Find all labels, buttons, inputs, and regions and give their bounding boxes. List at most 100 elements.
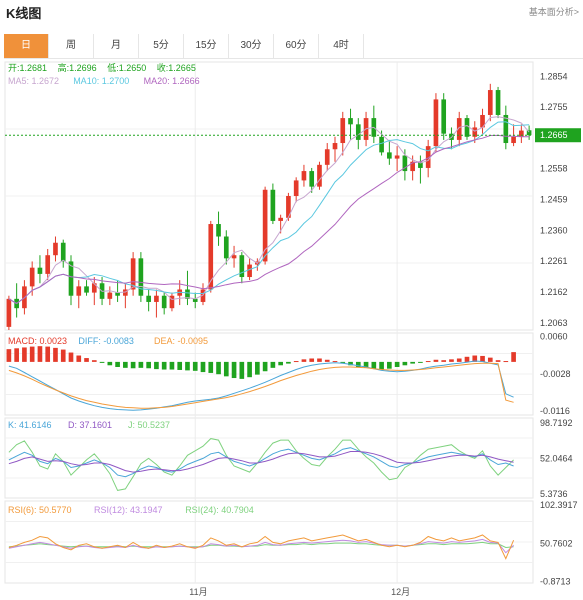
candle-body bbox=[340, 118, 346, 144]
current-price-tag bbox=[535, 128, 581, 143]
macd-legend-0: MACD: 0.0023 bbox=[8, 336, 67, 346]
macd-bar bbox=[138, 361, 144, 368]
candle-body bbox=[480, 114, 485, 128]
rsi-tick-label: 50.7602 bbox=[540, 538, 573, 548]
candle-body bbox=[286, 196, 291, 218]
rsi12-line bbox=[8, 538, 514, 554]
candle-body bbox=[247, 264, 252, 278]
candle-body bbox=[332, 143, 338, 150]
tab-day[interactable]: 日 bbox=[4, 34, 49, 58]
ma10-line bbox=[8, 121, 530, 305]
candle-body bbox=[37, 267, 43, 274]
macd-bar bbox=[123, 361, 128, 368]
macd-bar bbox=[309, 358, 315, 362]
page-title: K线图 bbox=[6, 6, 42, 21]
candle-body bbox=[76, 286, 82, 296]
candle-body bbox=[278, 217, 283, 221]
d-line bbox=[8, 451, 514, 473]
tab-60min[interactable]: 60分 bbox=[274, 34, 319, 58]
macd-bar bbox=[60, 349, 66, 362]
kdj-legend-1: D: 37.1601 bbox=[68, 420, 112, 430]
rsi-tick-label: 102.3917 bbox=[540, 500, 578, 510]
candle-body bbox=[115, 292, 120, 296]
candle-body bbox=[324, 149, 330, 165]
rsi-tick-label: -0.8713 bbox=[540, 576, 571, 586]
candle-body bbox=[91, 283, 97, 293]
candle-body bbox=[138, 258, 144, 296]
macd-bar bbox=[29, 346, 35, 362]
candle-body bbox=[29, 267, 35, 287]
macd-tick-label: -0.0116 bbox=[540, 406, 570, 416]
candle-body bbox=[317, 164, 322, 187]
candle-body bbox=[418, 161, 423, 168]
candle-body bbox=[301, 171, 307, 181]
macd-bar bbox=[161, 361, 167, 370]
macd-bar bbox=[348, 361, 353, 366]
macd-bar bbox=[200, 361, 206, 373]
ma5-line bbox=[8, 116, 530, 305]
macd-bar bbox=[45, 346, 51, 362]
macd-bar bbox=[208, 361, 214, 373]
candle-body bbox=[519, 130, 524, 137]
macd-bar bbox=[332, 361, 338, 363]
candle-body bbox=[270, 189, 276, 221]
macd-bar bbox=[270, 361, 276, 368]
macd-bar bbox=[216, 361, 221, 375]
macd-bar bbox=[480, 355, 485, 362]
candle-body bbox=[107, 292, 113, 299]
price-tick-label: 1.2162 bbox=[540, 287, 568, 297]
macd-bar bbox=[146, 361, 151, 369]
macd-bar bbox=[239, 361, 245, 379]
ohlc-legend-0: 开:1.2681 bbox=[8, 63, 47, 73]
macd-bar bbox=[262, 361, 268, 372]
candle-body bbox=[379, 136, 384, 153]
candle-body bbox=[464, 118, 470, 137]
kdj-tick-label: 5.3736 bbox=[540, 489, 568, 499]
tab-15min[interactable]: 15分 bbox=[184, 34, 229, 58]
ma-legend-2: MA20: 1.2666 bbox=[144, 76, 200, 86]
rsi6-line bbox=[8, 534, 515, 560]
candle-body bbox=[161, 295, 167, 309]
price-tick-label: 1.2063 bbox=[540, 318, 568, 328]
tab-4hour[interactable]: 4时 bbox=[319, 34, 364, 58]
macd-tick-label: 0.0060 bbox=[540, 331, 568, 341]
macd-bar bbox=[495, 360, 501, 362]
candle-body bbox=[456, 118, 462, 140]
candle-body bbox=[487, 90, 493, 115]
period-tabs: 日 周 月 5分 15分 30分 60分 4时 bbox=[4, 34, 364, 58]
macd-bar bbox=[301, 359, 307, 362]
macd-bar bbox=[456, 358, 462, 362]
candle-body bbox=[355, 124, 361, 140]
tab-30min[interactable]: 30分 bbox=[229, 34, 274, 58]
candle-body bbox=[130, 258, 136, 290]
candle-body bbox=[60, 242, 66, 262]
rsi-legend-2: RSI(24): 40.7904 bbox=[185, 505, 254, 515]
macd-bar bbox=[472, 355, 478, 362]
price-tick-label: 1.2360 bbox=[540, 225, 568, 235]
macd-bar bbox=[278, 361, 283, 366]
tab-month[interactable]: 月 bbox=[94, 34, 139, 58]
tab-divider bbox=[4, 58, 583, 59]
price-tick-label: 1.2459 bbox=[540, 194, 568, 204]
macd-bar bbox=[192, 361, 198, 371]
macd-bar bbox=[68, 352, 74, 362]
candle-body bbox=[53, 242, 58, 256]
dea-line bbox=[8, 362, 514, 409]
macd-bar bbox=[223, 361, 229, 377]
kdj-tick-label: 52.0464 bbox=[540, 453, 573, 463]
fundamental-analysis-link[interactable]: 基本面分析> bbox=[528, 7, 579, 17]
k-line bbox=[8, 447, 514, 478]
tab-5min[interactable]: 5分 bbox=[139, 34, 184, 58]
candle-body bbox=[309, 171, 315, 187]
tab-week[interactable]: 周 bbox=[49, 34, 94, 58]
candle-body bbox=[262, 189, 268, 262]
macd-bar bbox=[317, 358, 322, 362]
macd-bar bbox=[363, 361, 369, 368]
macd-bar bbox=[441, 360, 447, 362]
macd-tick-label: -0.0028 bbox=[540, 369, 571, 379]
macd-bar bbox=[255, 361, 260, 375]
macd-bar bbox=[286, 361, 291, 364]
macd-bar bbox=[425, 361, 431, 363]
current-price-label: 1.2665 bbox=[540, 130, 568, 140]
